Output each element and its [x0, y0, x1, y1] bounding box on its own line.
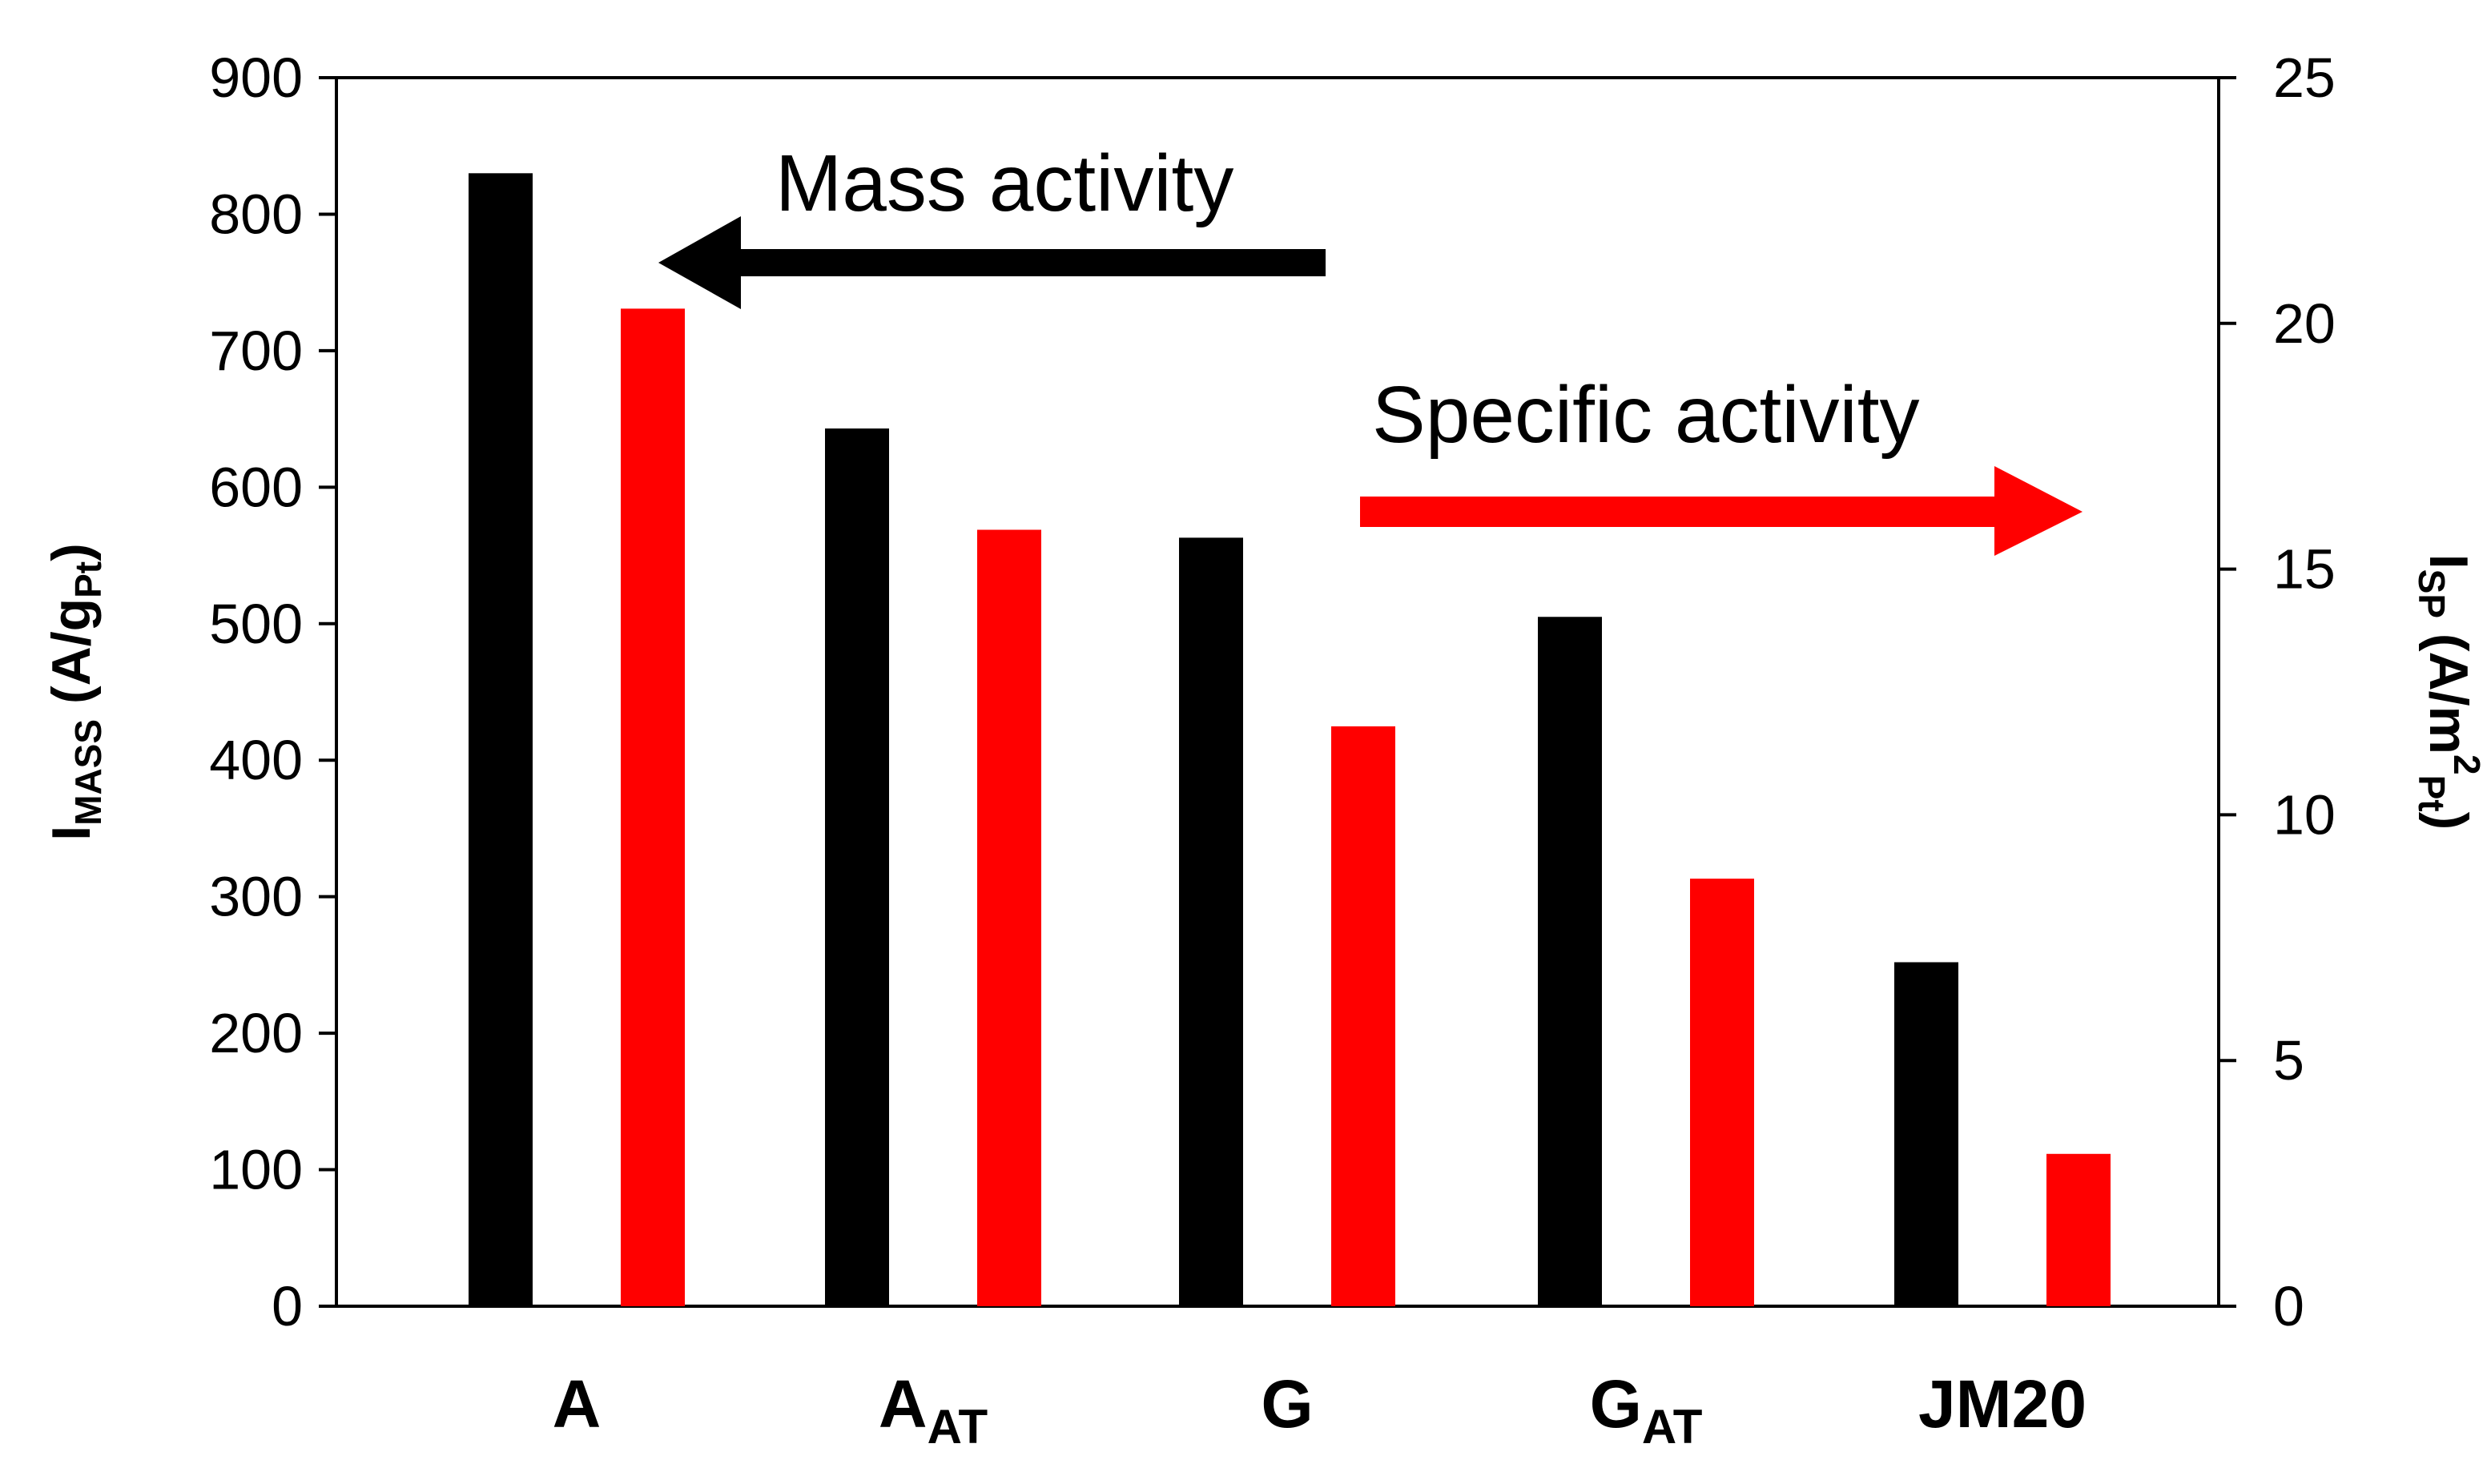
left-tick-label-1: 100 [209, 1139, 303, 1201]
specific-activity-bar-0 [621, 308, 685, 1307]
right-tick-label-2: 10 [2273, 783, 2336, 846]
category-label-0: A [553, 1366, 602, 1442]
right-tick-label-3: 15 [2273, 538, 2336, 601]
left-tick-label-2: 200 [209, 1002, 303, 1064]
left-axis-label: IMASS (A/gPt) [41, 543, 109, 841]
category-label-1: AAT [879, 1366, 988, 1454]
specific-activity-bar-2 [1331, 726, 1395, 1306]
left-tick-label-3: 300 [209, 866, 303, 928]
category-label-3: GAT [1590, 1366, 1703, 1454]
specific-activity-bar-4 [2046, 1153, 2111, 1306]
right-axis-label: ISP (A/m2Pt) [2411, 554, 2488, 830]
mass-activity-annotation: Mass activity [775, 139, 1233, 228]
left-tick-label-5: 500 [209, 593, 303, 655]
mass-activity-bar-2 [1179, 537, 1243, 1306]
left-tick-label-8: 800 [209, 183, 303, 245]
category-label-2: G [1261, 1366, 1313, 1442]
specific-activity-bar-3 [1690, 879, 1754, 1306]
left-tick-label-9: 900 [209, 46, 303, 109]
left-arrow-icon [658, 216, 1326, 309]
right-tick-label-5: 25 [2273, 46, 2336, 109]
left-tick-label-4: 400 [209, 729, 303, 791]
specific-activity-annotation: Specific activity [1372, 370, 1920, 460]
right-arrow-icon [1360, 466, 2083, 556]
right-tick-label-1: 5 [2273, 1029, 2304, 1092]
right-tick-label-0: 0 [2273, 1275, 2304, 1337]
mass-activity-bar-4 [1894, 962, 1958, 1306]
category-label-4: JM20 [1918, 1366, 2087, 1442]
mass-activity-bar-0 [469, 173, 533, 1306]
left-tick-label-0: 0 [272, 1275, 303, 1337]
mass-activity-bar-3 [1538, 617, 1602, 1306]
left-tick-label-6: 600 [209, 456, 303, 518]
right-tick-label-4: 20 [2273, 292, 2336, 355]
plot-frame [335, 76, 2220, 1308]
mass-activity-bar-1 [825, 428, 889, 1306]
left-tick-label-7: 700 [209, 320, 303, 382]
specific-activity-bar-1 [977, 529, 1041, 1306]
